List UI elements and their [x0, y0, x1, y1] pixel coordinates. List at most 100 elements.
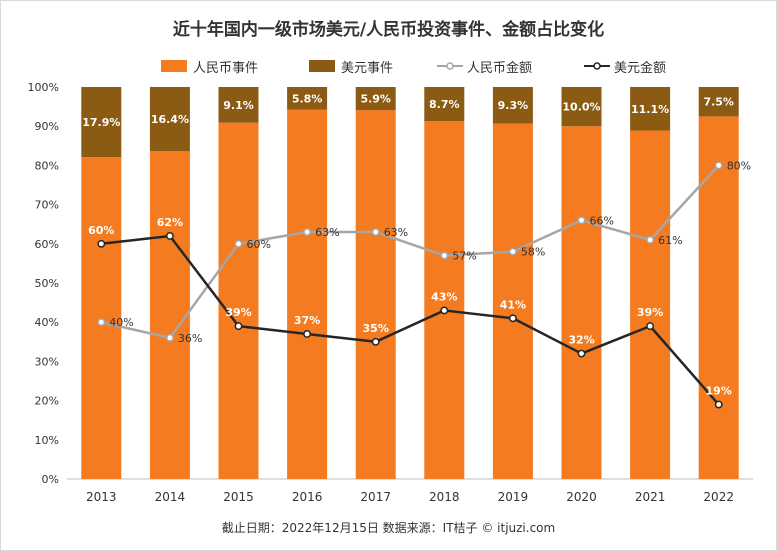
data-label-usd-amount: 39% — [225, 306, 251, 319]
legend-label-usd-events: 美元事件 — [341, 60, 394, 76]
bar-label-usd-events: 7.5% — [703, 96, 734, 109]
legend-label-usd-amount: 美元金额 — [614, 60, 667, 76]
bar-rmb-events — [218, 122, 259, 479]
legend-swatch-rmb-events — [161, 60, 187, 72]
x-tick-label: 2018 — [429, 490, 460, 504]
y-tick-label: 80% — [35, 159, 59, 172]
bar-label-usd-events: 11.1% — [631, 103, 669, 116]
point-rmb-amount — [97, 318, 106, 327]
point-rmb-amount — [577, 216, 586, 225]
bar-usd-events — [492, 87, 533, 124]
point-rmb-amount — [165, 333, 174, 342]
bar-usd-events — [630, 87, 671, 131]
bar-rmb-events — [561, 126, 602, 479]
x-tick-label: 2017 — [360, 490, 391, 504]
y-tick-label: 40% — [35, 316, 59, 329]
bar-label-usd-events: 5.8% — [292, 92, 323, 105]
point-rmb-amount — [303, 228, 312, 236]
bar-rmb-events — [630, 130, 671, 479]
data-label-usd-amount: 37% — [294, 314, 320, 327]
point-rmb-amount — [714, 161, 723, 170]
x-tick-label: 2016 — [292, 490, 323, 504]
bar-usd-events — [287, 87, 328, 110]
y-tick-label: 0% — [42, 473, 59, 486]
y-tick-label: 60% — [35, 238, 59, 251]
data-label-rmb-amount: 60% — [247, 238, 271, 251]
data-label-usd-amount: 19% — [706, 385, 732, 398]
point-rmb-amount — [440, 251, 449, 260]
x-tick-label: 2022 — [703, 490, 734, 504]
data-label-usd-amount: 35% — [363, 322, 389, 335]
bar-label-usd-events: 8.7% — [429, 98, 460, 111]
y-tick-label: 10% — [35, 434, 59, 447]
data-label-rmb-amount: 63% — [384, 226, 408, 239]
data-label-rmb-amount: 58% — [521, 246, 545, 259]
point-usd-amount — [577, 349, 586, 358]
legend-label-rmb-amount: 人民币金额 — [467, 60, 533, 76]
point-usd-amount — [371, 337, 380, 346]
legend-line-icon-usd-amount — [584, 62, 610, 70]
legend-item-rmb-events[interactable]: 人民币事件 — [161, 57, 259, 76]
y-tick-label: 100% — [28, 81, 59, 94]
legend-item-rmb-amount[interactable]: 人民币金额 — [437, 57, 533, 76]
bar-label-usd-events: 5.9% — [360, 93, 391, 106]
bar-usd-events — [424, 87, 465, 122]
legend-item-usd-amount[interactable]: 美元金额 — [584, 57, 667, 76]
data-label-rmb-amount: 36% — [178, 332, 202, 345]
chart-title: 近十年国内一级市场美元/人民币投资事件、金额占比变化 — [172, 20, 605, 40]
data-label-usd-amount: 41% — [500, 298, 526, 311]
data-label-usd-amount: 32% — [568, 334, 594, 347]
bar-usd-events — [218, 87, 259, 123]
legend-line-icon-rmb-amount — [437, 62, 463, 70]
point-usd-amount — [508, 314, 517, 323]
data-label-rmb-amount: 57% — [452, 250, 476, 263]
x-tick-label: 2020 — [566, 490, 597, 504]
x-tick-label: 2014 — [155, 490, 186, 504]
point-usd-amount — [97, 239, 106, 248]
bar-label-usd-events: 9.3% — [498, 99, 529, 112]
bar-rmb-events — [698, 116, 739, 480]
data-label-rmb-amount: 61% — [658, 234, 682, 247]
footer-source: 截止日期：2022年12月15日 数据来源：IT桔子 © itjuzi.com — [221, 521, 556, 535]
bar-label-usd-events: 17.9% — [82, 116, 120, 129]
bar-rmb-events — [424, 121, 465, 479]
legend: 人民币事件 美元事件 人民币金额 美元金额 — [1, 57, 776, 76]
x-tick-label: 2015 — [223, 490, 254, 504]
point-usd-amount — [165, 232, 174, 240]
bar-usd-events — [698, 87, 739, 117]
bar-rmb-events — [355, 110, 396, 480]
bar-rmb-events — [492, 123, 533, 480]
data-label-rmb-amount: 66% — [590, 214, 614, 227]
y-tick-label: 50% — [35, 277, 59, 290]
bar-rmb-events — [287, 109, 328, 480]
y-tick-label: 20% — [35, 395, 59, 408]
bar-usd-events — [561, 87, 602, 127]
line-usd-amount — [101, 234, 720, 406]
x-tick-label: 2013 — [86, 490, 117, 504]
point-rmb-amount — [371, 228, 380, 236]
point-rmb-amount — [646, 235, 655, 244]
bar-label-usd-events: 9.1% — [223, 99, 254, 112]
point-rmb-amount — [234, 239, 243, 248]
bar-label-usd-events: 10.0% — [562, 101, 600, 114]
data-label-usd-amount: 39% — [637, 306, 663, 319]
data-label-usd-amount: 60% — [88, 224, 114, 237]
point-usd-amount — [646, 322, 655, 331]
bar-label-usd-events: 16.4% — [151, 113, 189, 126]
point-usd-amount — [234, 322, 243, 331]
bar-rmb-events — [81, 157, 122, 479]
data-label-usd-amount: 43% — [431, 290, 457, 303]
bar-usd-events — [149, 87, 190, 152]
bar-usd-events — [81, 87, 122, 158]
point-usd-amount — [714, 400, 723, 409]
line-rmb-amount — [101, 164, 720, 340]
bar-usd-events — [355, 87, 396, 111]
legend-label-rmb-events: 人民币事件 — [193, 60, 259, 76]
legend-swatch-usd-events — [309, 60, 335, 72]
legend-item-usd-events[interactable]: 美元事件 — [309, 57, 394, 76]
x-tick-label: 2021 — [635, 490, 666, 504]
point-usd-amount — [440, 306, 449, 315]
data-label-rmb-amount: 63% — [315, 226, 339, 239]
